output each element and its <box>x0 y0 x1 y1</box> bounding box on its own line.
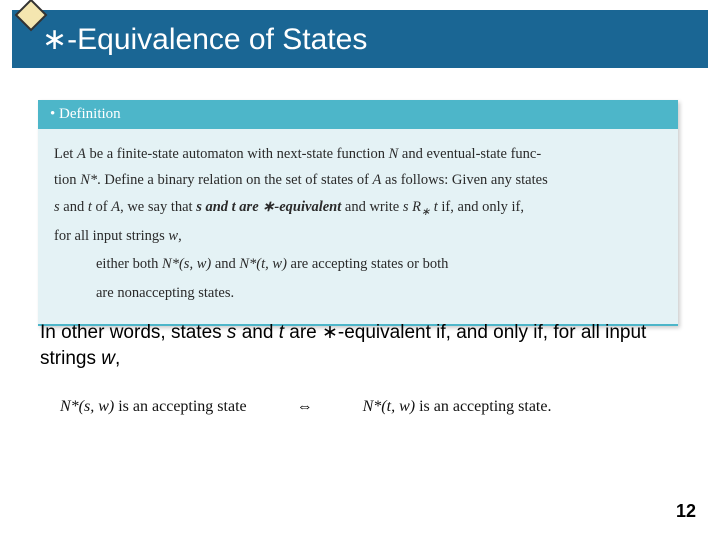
relation-right-expr: N*(t, w) <box>363 398 415 415</box>
definition-bold-phrase: s and t are ∗-equivalent <box>196 199 341 215</box>
relation-symbol: s R∗ t <box>403 199 438 215</box>
bullet-diamond-icon <box>14 0 48 32</box>
definition-line-3: s and t of A, we say that s and t are ∗-… <box>54 196 662 221</box>
relation-left-expr: N*(s, w) <box>60 398 114 415</box>
definition-line-5: either both N*(s, w) and N*(t, w) are ac… <box>96 253 662 275</box>
relation-left-text: is an accepting state <box>118 398 246 415</box>
slide-header: ∗-Equivalence of States <box>12 10 708 68</box>
explanation-text: In other words, states s and t are ∗-equ… <box>40 320 680 371</box>
definition-line-4: for all input strings w, <box>54 225 662 247</box>
slide-title: ∗-Equivalence of States <box>42 22 367 57</box>
iff-symbol: ⇔ <box>297 398 313 415</box>
equivalence-relation: N*(s, w) is an accepting state ⇔ N*(t, w… <box>60 398 680 416</box>
page-number: 12 <box>676 501 696 522</box>
definition-line-6: are nonaccepting states. <box>96 282 662 304</box>
definition-line-1: Let A be a finite-state automaton with n… <box>54 143 662 165</box>
definition-box: • Definition Let A be a finite-state aut… <box>38 100 678 326</box>
definition-line-2: tion N*. Define a binary relation on the… <box>54 169 662 191</box>
definition-label: • Definition <box>38 100 678 129</box>
definition-body: Let A be a finite-state automaton with n… <box>38 129 678 324</box>
relation-right-text: is an accepting state. <box>419 398 551 415</box>
